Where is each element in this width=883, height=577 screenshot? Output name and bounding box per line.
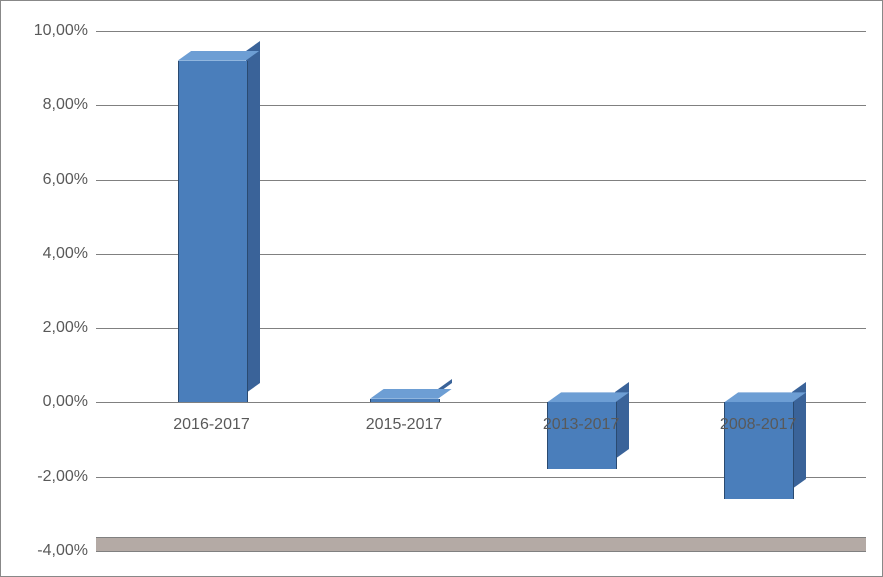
plot-area: 10,00%8,00%6,00%4,00%2,00%0,00%-2,00%-4,…: [96, 31, 866, 551]
y-tick-label: 8,00%: [43, 96, 88, 114]
bar: [547, 402, 617, 469]
bar: [178, 61, 248, 403]
bar-top: [547, 392, 629, 402]
x-axis-label: 2013-2017: [543, 416, 620, 434]
y-tick-label: -2,00%: [37, 468, 88, 486]
bar-top: [724, 392, 806, 402]
y-tick-label: 4,00%: [43, 245, 88, 263]
bar-side: [246, 41, 260, 393]
y-tick-label: 10,00%: [34, 22, 88, 40]
bar: [370, 399, 440, 403]
gridline: [96, 551, 866, 552]
x-axis-label: 2015-2017: [366, 416, 443, 434]
y-tick-label: 2,00%: [43, 319, 88, 337]
y-tick-label: 0,00%: [43, 393, 88, 411]
chart-floor: [96, 537, 866, 551]
y-tick-label: -4,00%: [37, 542, 88, 560]
chart-container: 10,00% 8,00% 6,00% 4,00% 2,00% 0,00% -2,00% -4,…: [0, 0, 883, 577]
x-axis-label: 2008-2017: [720, 416, 797, 434]
y-tick-label: 6,00%: [43, 171, 88, 189]
gridline: [96, 31, 866, 32]
bar-top: [178, 51, 260, 61]
x-axis-label: 2016-2017: [173, 416, 250, 434]
bar-top: [370, 389, 452, 399]
